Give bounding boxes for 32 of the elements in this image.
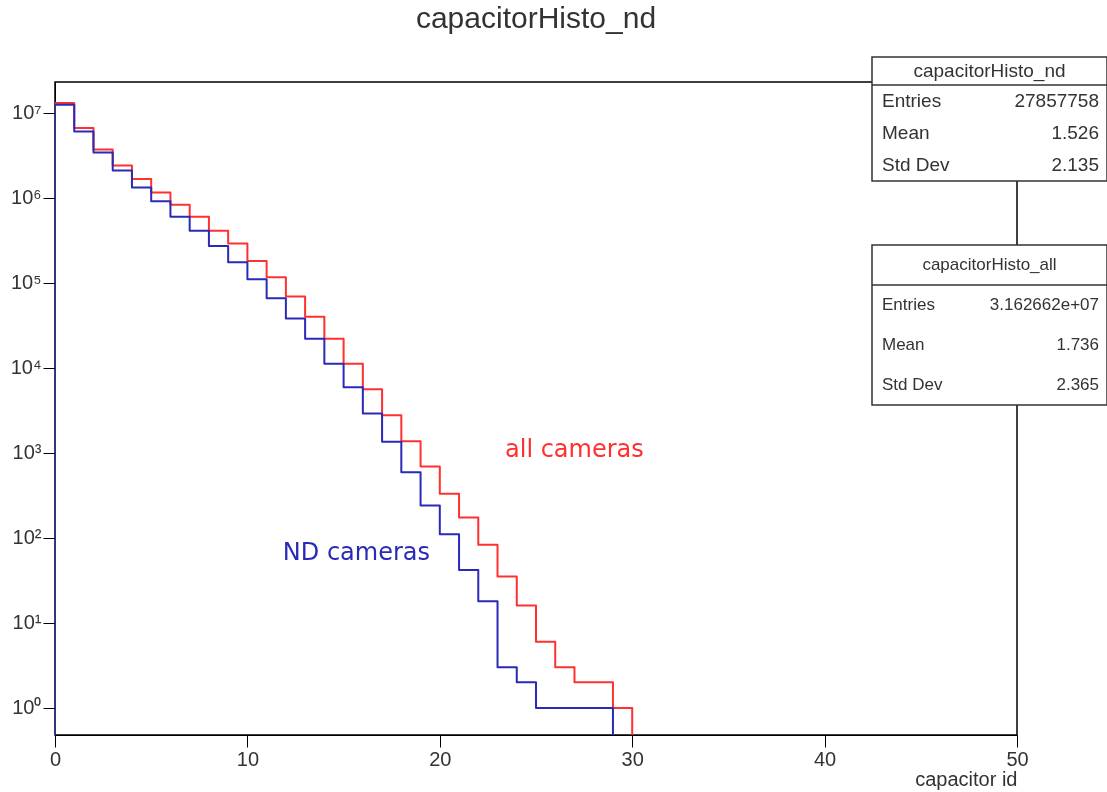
x-tick-label: 30 xyxy=(621,747,644,770)
x-axis-title: capacitor id xyxy=(915,767,1018,790)
text: 1.736 xyxy=(1056,335,1099,354)
annotation: Entries xyxy=(882,90,942,111)
text: capacitorHisto_nd xyxy=(913,60,1066,82)
y-tick-label: 10⁴ xyxy=(10,356,42,379)
text: 2.135 xyxy=(1051,154,1099,175)
y-tick-label: 10⁰ xyxy=(12,696,42,719)
annotation: capacitorHisto_all xyxy=(922,255,1057,274)
annotation: Entries xyxy=(882,295,935,314)
annotation: Std Dev xyxy=(882,375,943,394)
y-tick-label: 10¹ xyxy=(12,611,42,634)
y-tick-label: 10³ xyxy=(12,441,42,464)
x-tick-label: 50 xyxy=(1006,747,1029,770)
text: 1.526 xyxy=(1051,122,1099,143)
series-label: ND cameras xyxy=(282,538,430,566)
text: all cameras xyxy=(505,435,644,463)
y-tick-label: 10⁵ xyxy=(10,271,42,294)
x-tick-label: 0 xyxy=(49,747,62,770)
y-tick-label: 10² xyxy=(12,526,42,549)
x-tick-label: 40 xyxy=(813,747,837,770)
annotation: 27857758 xyxy=(1014,90,1099,111)
y-tick-label: 10⁷ xyxy=(12,101,42,124)
annotation: Std Dev xyxy=(882,154,951,175)
annotation: Mean xyxy=(882,335,925,354)
annotation: 3.162662e+07 xyxy=(989,295,1099,314)
chart-title: capacitorHisto_nd xyxy=(415,1,657,35)
annotation: Mean xyxy=(882,122,930,143)
x-tick-label: 10 xyxy=(236,747,260,770)
text: 2.365 xyxy=(1056,375,1099,394)
x-tick-label: 20 xyxy=(429,747,452,770)
y-tick-label: 10⁶ xyxy=(11,186,42,209)
